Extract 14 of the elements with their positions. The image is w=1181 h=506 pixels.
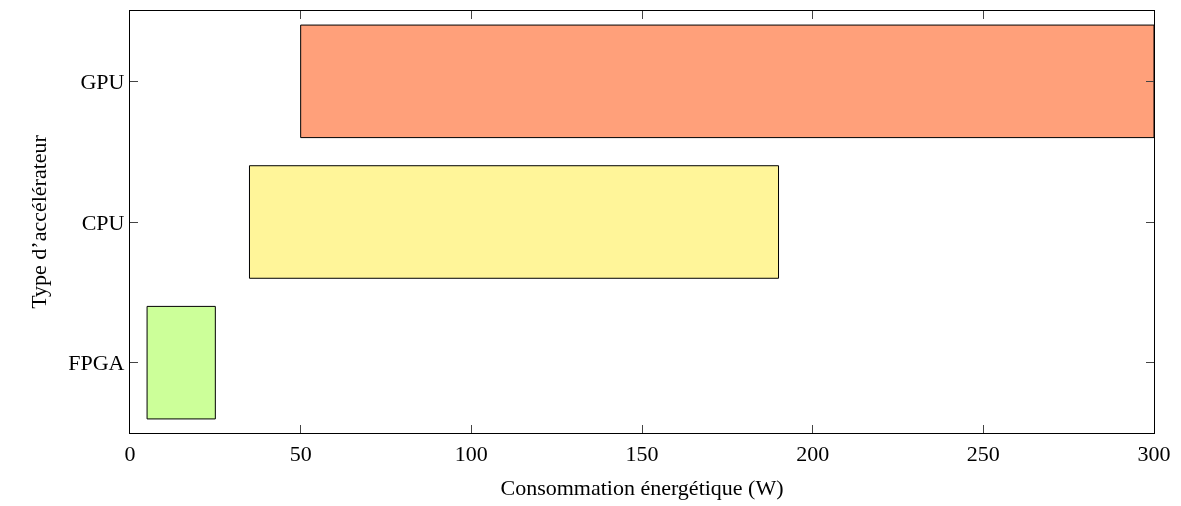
y-axis-title: Type d’accélérateur xyxy=(26,134,51,309)
x-tick-label: 300 xyxy=(1137,440,1171,466)
y-tick-label: GPU xyxy=(80,69,125,95)
bar xyxy=(146,305,216,420)
x-tick-label: 50 xyxy=(289,440,312,466)
x-tick-label: 200 xyxy=(796,440,830,466)
y-tick-label: CPU xyxy=(81,209,125,235)
x-tick-label: 0 xyxy=(124,440,136,466)
x-axis-title: Consommation énergétique (W) xyxy=(500,475,784,501)
x-tick-label: 250 xyxy=(966,440,1000,466)
y-tick-label: FPGA xyxy=(68,350,125,376)
bar xyxy=(248,165,780,279)
x-tick-label: 150 xyxy=(625,440,659,466)
x-tick-label: 100 xyxy=(454,440,488,466)
